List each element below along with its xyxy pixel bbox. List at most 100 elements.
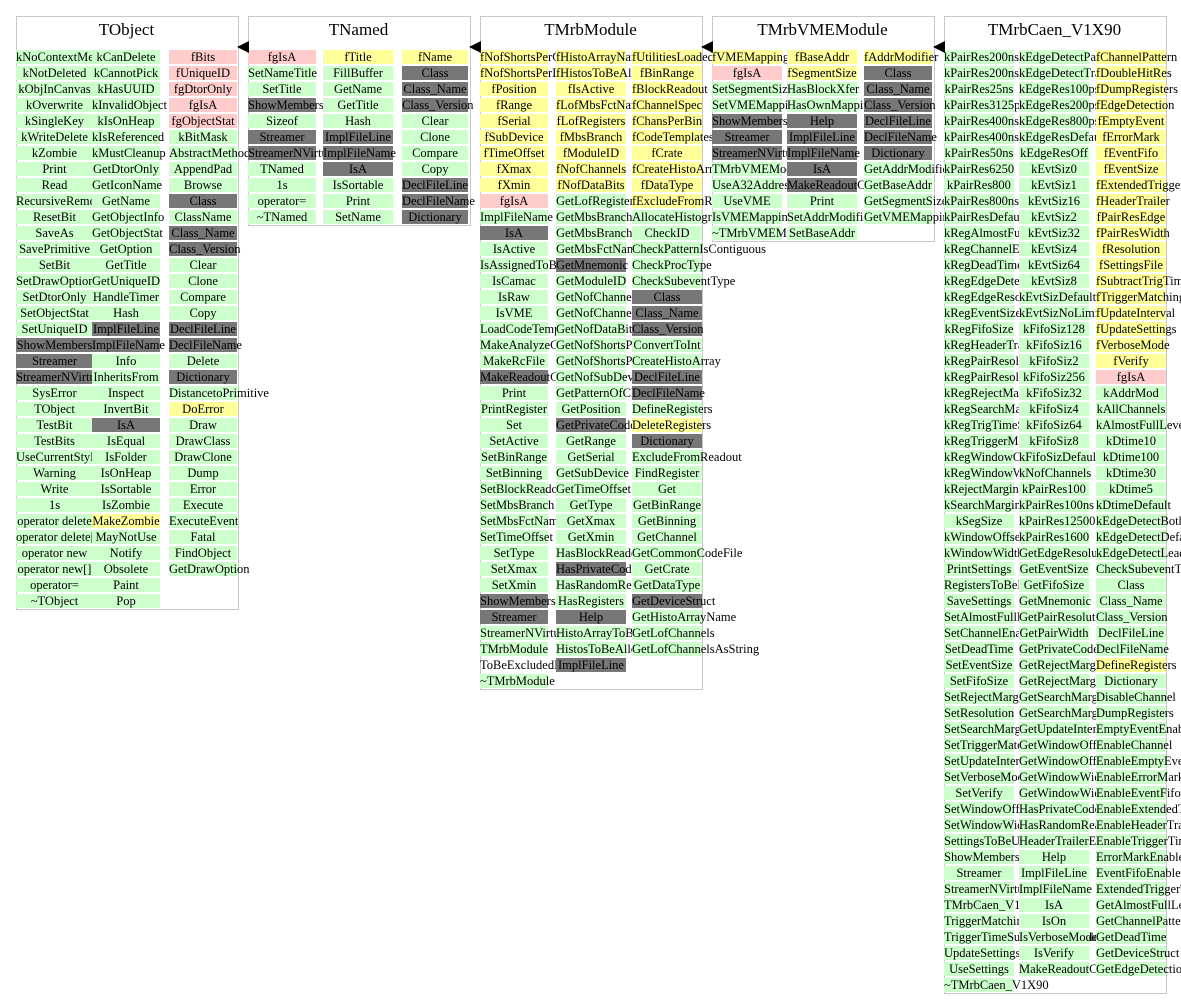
member-testbits: TestBits (16, 434, 93, 448)
member-getlofchannels: GetLofChannels (632, 626, 715, 640)
class-title: TNamed (328, 20, 389, 39)
member-kevtsiz32: kEvtSiz32 (1019, 226, 1089, 240)
inheritance-arrow-icon (237, 41, 249, 53)
member-kfifosiz16: kFifoSiz16 (1019, 338, 1089, 352)
member-setobjectstat: SetObjectStat (16, 306, 93, 320)
member-findobject: FindObject (169, 546, 237, 560)
class-title: TMrbCaen_V1X90 (987, 20, 1122, 39)
member-kevtsiz0: kEvtSiz0 (1019, 162, 1089, 176)
member-kedgeresoff: kEdgeResOff (1019, 146, 1089, 160)
member-converttoint: ConvertToInt (632, 338, 702, 352)
member-print: Print (480, 386, 548, 400)
member-getlofregisters: GetLofRegisters (556, 194, 639, 208)
member-headertrailerenabled: HeaderTrailerEnabled (1019, 834, 1130, 848)
member-kedgeres200ps: kEdgeRes200ps (1019, 98, 1100, 112)
member-notify: Notify (92, 546, 160, 560)
member-makeanalyzecode: MakeAnalyzeCode (480, 338, 577, 352)
member-tmrbvmemodule: ~TMrbVMEModule (712, 226, 815, 240)
member-fxmax: fXmax (480, 162, 548, 176)
member-kedgedetectdefault: kEdgeDetectDefault (1096, 530, 1181, 544)
member-koverwrite: kOverwrite (16, 98, 93, 112)
member-enablechannel: EnableChannel (1096, 738, 1173, 752)
member-usesettings: UseSettings (944, 962, 1014, 976)
member-setxmin: SetXmin (480, 578, 548, 592)
member-geteventsize: GetEventSize (1019, 562, 1089, 576)
member-kregsearchmargin: kRegSearchMargin (944, 402, 1041, 416)
member-compare: Compare (402, 146, 468, 160)
member-kpairres3125ps: kPairRes3125ps (944, 98, 1026, 112)
member-dictionary: Dictionary (632, 434, 702, 448)
member-gettype: GetType (556, 498, 626, 512)
member-kpairres100: kPairRes100 (1019, 482, 1089, 496)
member-getpairresolution: GetPairResolution (1019, 610, 1112, 624)
member-fvmemapping: fVMEMapping (712, 50, 790, 64)
member-fmbsbranch: fMbsBranch (556, 130, 626, 144)
member-ksinglekey: kSingleKey (16, 114, 93, 128)
member-kpairres25ns: kPairRes25ns (944, 82, 1014, 96)
member-kdtime100: kDtime100 (1096, 450, 1166, 464)
member-kevtsiz4: kEvtSiz4 (1019, 242, 1089, 256)
member-fgisa: fgIsA (1096, 370, 1166, 384)
member-copy: Copy (169, 306, 237, 320)
member-column: fName Class Class_Name Class_Version Clear Cl… (402, 50, 475, 226)
member-getrange: GetRange (556, 434, 626, 448)
member-setverbosemode: SetVerboseMode (944, 770, 1030, 784)
member-fpairresedge: fPairResEdge (1096, 210, 1166, 224)
member-operator-new: operator new[] (16, 562, 93, 576)
member-getdeadtime: GetDeadTime (1096, 930, 1167, 944)
member-kfifosiz2: kFifoSiz2 (1019, 354, 1089, 368)
member-column: fHistoArrayName fHistosToBeAllocated fIsAc… (556, 50, 695, 674)
member-getalmostfulllevel: GetAlmostFullLevel (1096, 898, 1181, 912)
member-streamernvirtual: StreamerNVirtual (944, 882, 1033, 896)
member-gettitle: GetTitle (323, 98, 393, 112)
member-print: Print (16, 162, 93, 176)
member-getchannelpattern: GetChannelPattern (1096, 914, 1181, 928)
member-fmoduleid: fModuleID (556, 146, 626, 160)
member-isfolder: IsFolder (92, 450, 160, 464)
member-kpairres800ns: kPairRes800ns (944, 194, 1019, 208)
member-1s: 1s (248, 178, 316, 192)
member-recursiveremove: RecursiveRemove (16, 194, 108, 208)
member-flofmbsfctnames: fLofMbsFctNames (556, 98, 652, 112)
member-fpairreswidth: fPairResWidth (1096, 226, 1170, 240)
member-operator-new: operator new (16, 546, 93, 560)
member-fverbosemode: fVerboseMode (1096, 338, 1170, 352)
member-getxmax: GetXmax (556, 514, 626, 528)
member-kevtsiznolimit: kEvtSizNoLimit (1019, 306, 1102, 320)
member-fcreatehistoarray: fCreateHistoArray (632, 162, 726, 176)
member-showmembers: ShowMembers (480, 594, 556, 608)
member-error: Error (169, 482, 237, 496)
member-declfileline: DeclFileLine (864, 114, 932, 128)
member-futilitiesloaded: fUtilitiesLoaded (632, 50, 714, 64)
member-checkproctype: CheckProcType (632, 258, 712, 272)
member-kregtrigtimesubtr: kRegTrigTimeSubtr (944, 418, 1045, 432)
member-gettimeoffset: GetTimeOffset (556, 482, 631, 496)
member-class-version: Class_Version (632, 322, 704, 336)
member-getnofshortsperchannel: GetNofShortsPerChannel (556, 338, 684, 352)
member-tmrbcaen-v1x90: TMrbCaen_V1X90 (944, 898, 1042, 912)
member-kdtime5: kDtime5 (1096, 482, 1166, 496)
member-getaddrmodifier: GetAddrModifier (864, 162, 953, 176)
member-column: fTitle FillBuffer GetName GetTitle Hash ImplF… (323, 50, 396, 226)
member-getupdateinterval: GetUpdateInterval (1019, 722, 1113, 736)
member-getwindowoffsetticks: GetWindowOffsetTicks (1019, 754, 1138, 768)
member-usevme: UseVME (712, 194, 782, 208)
member-enableerrormark: EnableErrorMark (1096, 770, 1181, 784)
member-kaddrmod: kAddrMod (1096, 386, 1166, 400)
member-kedgedetecttrailing: kEdgeDetectTrailing (1019, 66, 1124, 80)
member-fdatatype: fDataType (632, 178, 702, 192)
member-kregchannelenable: kRegChannelEnable (944, 242, 1047, 256)
member-setdeadtime: SetDeadTime (944, 642, 1014, 656)
member-class-name: Class_Name (169, 226, 237, 240)
member-makereadoutcode: MakeReadoutCode (480, 370, 577, 384)
member-getnofdatabits: GetNofDataBits (556, 322, 638, 336)
member-knocontextmenu: kNoContextMenu (16, 50, 107, 64)
member-fbinrange: fBinRange (632, 66, 702, 80)
member-clone: Clone (402, 130, 468, 144)
member-invertbit: InvertBit (92, 402, 160, 416)
member-showmembers: ShowMembers (944, 850, 1020, 864)
member-fname: fName (402, 50, 468, 64)
member-fillbuffer: FillBuffer (323, 66, 393, 80)
member-drawclone: DrawClone (169, 450, 237, 464)
member-implfileline: ImplFileLine (323, 130, 393, 144)
